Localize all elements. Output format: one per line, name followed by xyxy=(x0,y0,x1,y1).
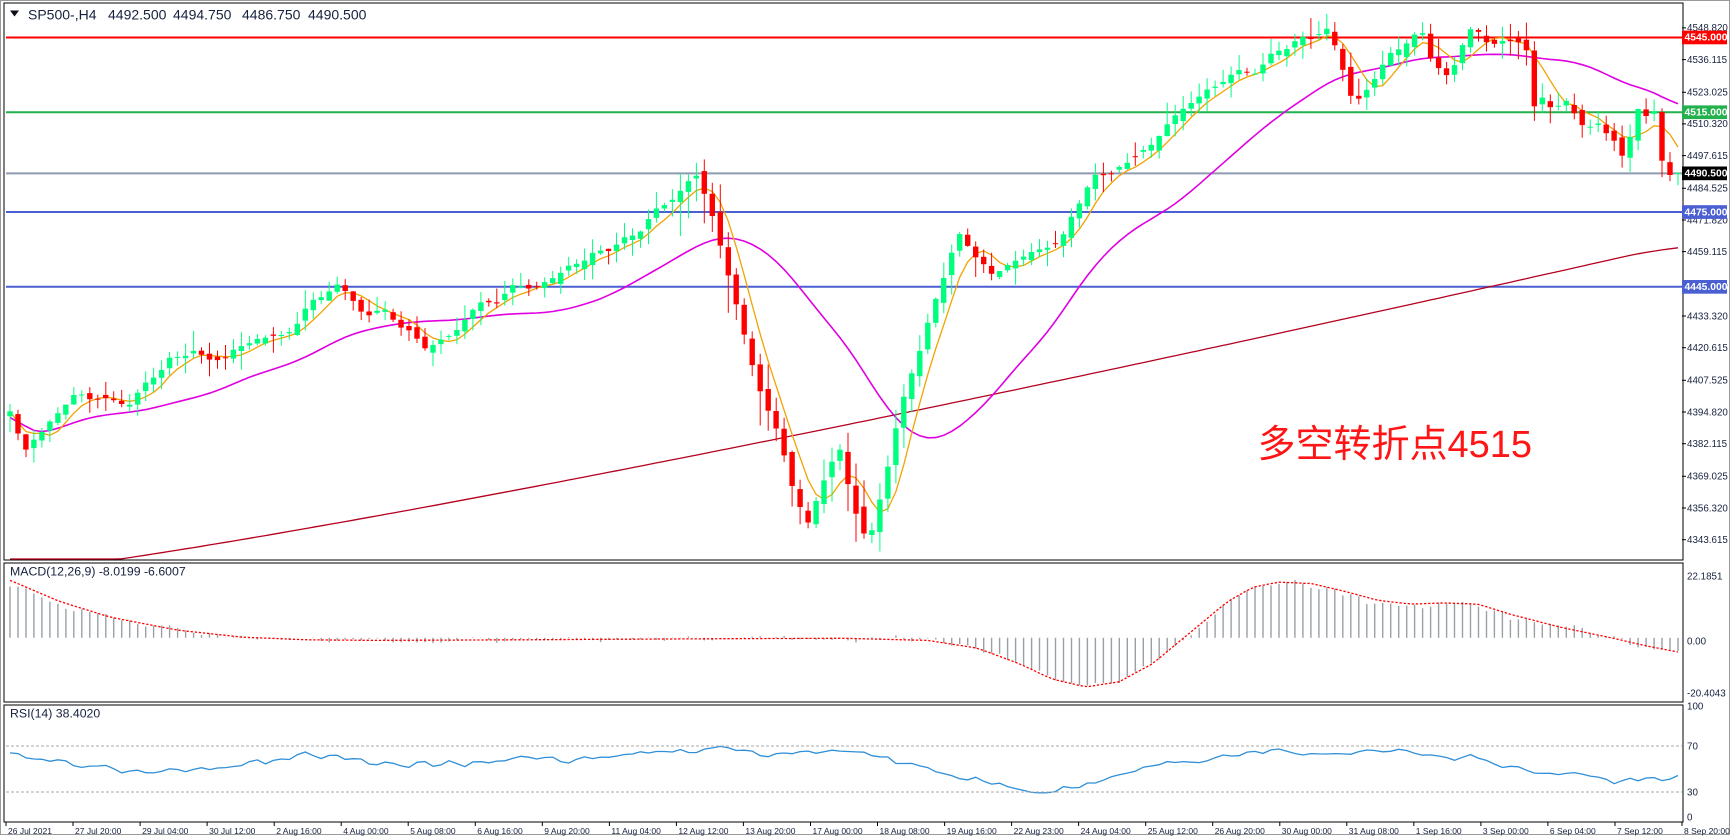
svg-text:4486.750: 4486.750 xyxy=(242,7,301,23)
svg-text:29 Jul 04:00: 29 Jul 04:00 xyxy=(142,826,189,836)
svg-text:4510.320: 4510.320 xyxy=(1687,119,1728,130)
svg-text:30 Aug 00:00: 30 Aug 00:00 xyxy=(1282,826,1332,836)
svg-text:4407.525: 4407.525 xyxy=(1687,376,1728,387)
svg-text:19 Aug 16:00: 19 Aug 16:00 xyxy=(947,826,997,836)
svg-text:4515.000: 4515.000 xyxy=(1685,108,1728,119)
svg-text:4420.615: 4420.615 xyxy=(1687,343,1728,354)
svg-text:4492.500: 4492.500 xyxy=(108,7,167,23)
svg-text:4433.320: 4433.320 xyxy=(1687,311,1728,322)
svg-text:4394.820: 4394.820 xyxy=(1687,407,1728,418)
svg-text:4523.025: 4523.025 xyxy=(1687,88,1728,99)
svg-text:4382.115: 4382.115 xyxy=(1687,439,1728,450)
svg-text:6 Aug 16:00: 6 Aug 16:00 xyxy=(477,826,523,836)
svg-text:0: 0 xyxy=(1687,813,1693,824)
svg-text:0.00: 0.00 xyxy=(1687,637,1707,648)
svg-text:12 Aug 12:00: 12 Aug 12:00 xyxy=(678,826,728,836)
svg-text:4343.615: 4343.615 xyxy=(1687,535,1728,546)
svg-text:8 Sep 20:00: 8 Sep 20:00 xyxy=(1684,826,1730,836)
svg-text:25 Aug 12:00: 25 Aug 12:00 xyxy=(1148,826,1198,836)
svg-text:17 Aug 00:00: 17 Aug 00:00 xyxy=(813,826,863,836)
svg-text:7 Sep 12:00: 7 Sep 12:00 xyxy=(1617,826,1663,836)
svg-text:18 Aug 08:00: 18 Aug 08:00 xyxy=(880,826,930,836)
svg-text:26 Jul 2021: 26 Jul 2021 xyxy=(8,826,52,836)
svg-text:26 Aug 20:00: 26 Aug 20:00 xyxy=(1215,826,1265,836)
svg-text:多空转折点4515: 多空转折点4515 xyxy=(1258,424,1533,466)
svg-text:6 Sep 04:00: 6 Sep 04:00 xyxy=(1550,826,1596,836)
svg-text:5 Aug 08:00: 5 Aug 08:00 xyxy=(410,826,456,836)
svg-text:22.1851: 22.1851 xyxy=(1687,572,1722,583)
svg-text:MACD(12,26,9) -8.0199 -6.6007: MACD(12,26,9) -8.0199 -6.6007 xyxy=(10,565,186,579)
svg-text:2 Aug 16:00: 2 Aug 16:00 xyxy=(276,826,322,836)
svg-text:4494.750: 4494.750 xyxy=(173,7,232,23)
svg-text:-20.4043: -20.4043 xyxy=(1687,689,1726,700)
svg-text:1 Sep 16:00: 1 Sep 16:00 xyxy=(1416,826,1462,836)
svg-text:4545.000: 4545.000 xyxy=(1685,33,1728,44)
svg-text:4356.320: 4356.320 xyxy=(1687,503,1728,514)
svg-text:31 Aug 08:00: 31 Aug 08:00 xyxy=(1349,826,1399,836)
svg-text:100: 100 xyxy=(1687,702,1704,713)
svg-text:4536.115: 4536.115 xyxy=(1687,55,1728,66)
svg-text:30 Jul 12:00: 30 Jul 12:00 xyxy=(209,826,256,836)
svg-text:4369.025: 4369.025 xyxy=(1687,472,1728,483)
svg-text:9 Aug 20:00: 9 Aug 20:00 xyxy=(544,826,590,836)
svg-text:4 Aug 00:00: 4 Aug 00:00 xyxy=(343,826,389,836)
svg-text:4475.000: 4475.000 xyxy=(1685,207,1728,218)
svg-text:11 Aug 04:00: 11 Aug 04:00 xyxy=(611,826,661,836)
svg-text:4490.500: 4490.500 xyxy=(1685,169,1728,180)
svg-text:24 Aug 04:00: 24 Aug 04:00 xyxy=(1081,826,1131,836)
svg-text:30: 30 xyxy=(1687,788,1698,799)
svg-text:22 Aug 23:00: 22 Aug 23:00 xyxy=(1014,826,1064,836)
svg-text:13 Aug 20:00: 13 Aug 20:00 xyxy=(745,826,795,836)
svg-text:4445.000: 4445.000 xyxy=(1685,282,1728,293)
svg-text:4497.615: 4497.615 xyxy=(1687,151,1728,162)
svg-text:SP500-,H4: SP500-,H4 xyxy=(28,7,97,23)
svg-text:4484.525: 4484.525 xyxy=(1687,184,1728,195)
svg-text:RSI(14) 38.4020: RSI(14) 38.4020 xyxy=(10,707,100,721)
svg-text:4490.500: 4490.500 xyxy=(308,7,367,23)
svg-text:4459.115: 4459.115 xyxy=(1687,247,1728,258)
svg-text:3 Sep 00:00: 3 Sep 00:00 xyxy=(1483,826,1529,836)
svg-text:70: 70 xyxy=(1687,742,1698,753)
svg-text:27 Jul 20:00: 27 Jul 20:00 xyxy=(75,826,122,836)
